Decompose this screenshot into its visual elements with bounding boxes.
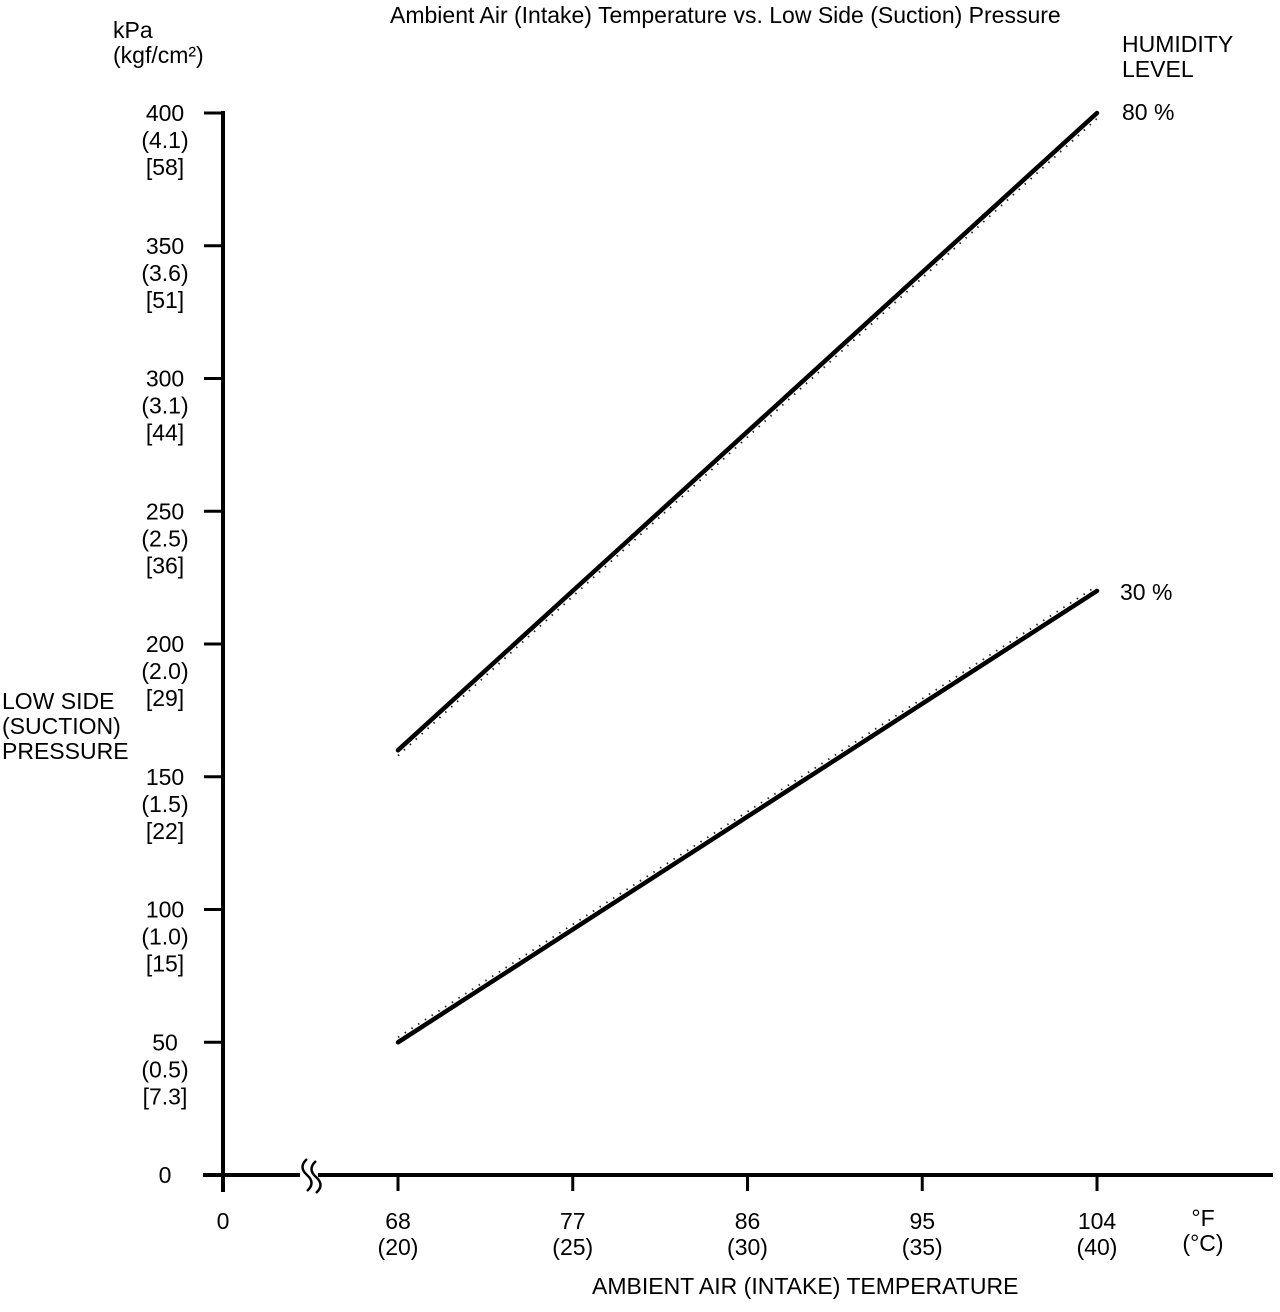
axis-break-icon xyxy=(310,1160,322,1194)
x-tick-label: 68 (20) xyxy=(378,1208,419,1260)
y-tick-label: 300 (3.1) [44] xyxy=(141,366,188,446)
y-tick-label: 150 (1.5) [22] xyxy=(141,764,188,844)
x-tick-label: 104 (40) xyxy=(1077,1208,1118,1260)
y-tick-label: 0 xyxy=(159,1162,172,1188)
series-line-30-percent xyxy=(395,588,1100,1045)
chart-title: Ambient Air (Intake) Temperature vs. Low… xyxy=(390,2,1061,28)
legend-title: HUMIDITY LEVEL xyxy=(1122,31,1234,82)
x-tick-label: 77 (25) xyxy=(552,1208,593,1260)
series-line-scan-noise xyxy=(397,585,1098,1039)
y-tick-label: 200 (2.0) [29] xyxy=(141,631,188,711)
y-axis-unit-label: kPa (kgf/cm²) xyxy=(113,17,204,68)
x-tick-label: 86 (30) xyxy=(727,1208,768,1260)
series-line-scan-noise xyxy=(397,117,1098,757)
y-tick-label: 400 (4.1) [58] xyxy=(141,100,188,180)
series-line-80-percent xyxy=(395,110,1100,753)
x-tick-label: 95 (35) xyxy=(902,1208,943,1260)
series-label-80-percent: 80 % xyxy=(1122,99,1175,125)
y-tick-label: 250 (2.5) [36] xyxy=(141,498,188,578)
y-tick-label: 350 (3.6) [51] xyxy=(141,233,188,313)
series-label-30-percent: 30 % xyxy=(1120,579,1173,605)
y-axis-title: LOW SIDE (SUCTION) PRESSURE xyxy=(2,688,129,764)
axis-break-icon xyxy=(301,1158,313,1192)
y-tick-label: 50 (0.5) [7.3] xyxy=(141,1029,188,1109)
x-axis-unit-label: °F (°C) xyxy=(1182,1205,1224,1256)
x-tick-label: 0 xyxy=(217,1208,230,1234)
y-tick-label: 100 (1.0) [15] xyxy=(141,897,188,977)
x-axis-title: AMBIENT AIR (INTAKE) TEMPERATURE xyxy=(592,1273,1019,1299)
